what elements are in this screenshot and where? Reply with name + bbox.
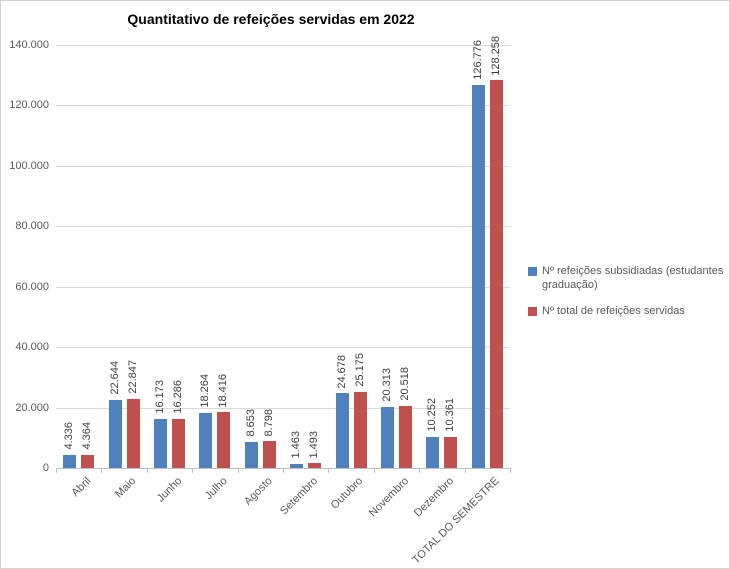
x-axis-tick: [283, 469, 284, 473]
legend-label: Nº refeições subsidiadas (estudantes gra…: [542, 265, 724, 292]
x-axis-label: Outubro: [329, 475, 366, 512]
x-axis-tick: [419, 469, 421, 473]
bar-value-label: 126.776: [471, 40, 484, 80]
bar: [444, 436, 458, 468]
bar: [308, 463, 322, 468]
y-axis-tick-label: 40.000: [15, 341, 49, 354]
bar-value-label: 8.798: [262, 408, 275, 437]
bar-value-label: 4.364: [81, 422, 94, 450]
bar-value-label: 16.286: [172, 380, 184, 414]
x-axis-tick: [464, 469, 466, 473]
legend-item: Nº refeições subsidiadas (estudantes gra…: [528, 264, 728, 293]
x-axis: [56, 468, 511, 469]
bar-value-label: 20.313: [381, 367, 393, 402]
y-axis-tick-label: 120.000: [9, 99, 49, 112]
x-axis-tick: [237, 469, 239, 473]
bar-value-label: 10.252: [426, 398, 439, 433]
bar: [172, 418, 185, 468]
gridline: [56, 407, 510, 409]
bar-value-label: 1.493: [308, 430, 321, 459]
gridline: [56, 165, 510, 167]
chart-title: Quantitativo de refeições servidas em 20…: [127, 11, 415, 27]
bar: [108, 399, 122, 468]
bar: [199, 412, 213, 468]
y-axis-tick-label: 80.000: [15, 220, 49, 233]
y-axis-tick-label: 140.000: [9, 39, 49, 51]
y-axis-tick-label: 60.000: [15, 280, 49, 293]
legend-item: Nº total de refeições servidas: [528, 304, 728, 318]
bar: [126, 398, 140, 468]
bar-value-label: 22.847: [126, 360, 139, 394]
x-axis-label: Novembro: [366, 475, 411, 520]
bar: [217, 412, 231, 468]
x-axis-label: TOTAL DO SEMESTRE: [410, 475, 502, 567]
bar: [81, 454, 95, 468]
gridline: [56, 226, 510, 228]
bar: [353, 391, 367, 468]
y-axis-tick-label: 0: [42, 462, 49, 474]
x-axis-label: Abril: [69, 475, 94, 500]
bar-value-label: 20.518: [399, 367, 411, 402]
bar: [290, 463, 304, 468]
x-axis-label: Dezembro: [412, 475, 457, 520]
bar-value-label: 24.678: [335, 354, 348, 389]
bar-value-label: 25.175: [353, 353, 366, 387]
bar-value-label: 18.264: [199, 374, 212, 408]
gridline: [56, 105, 510, 107]
x-axis-label: Junho: [154, 475, 184, 505]
bar: [381, 406, 394, 468]
bar: [489, 80, 503, 468]
bar-value-label: 22.644: [108, 360, 121, 395]
legend-marker-icon: [528, 306, 537, 316]
bar: [262, 441, 276, 468]
x-axis-label: Maio: [113, 475, 139, 501]
x-axis-tick: [373, 469, 375, 473]
bar-value-label: 1.463: [290, 431, 303, 459]
bar-value-label: 16.173: [154, 380, 166, 415]
x-axis-label: Agosto: [242, 475, 275, 508]
bar: [471, 84, 485, 468]
x-axis-tick: [328, 469, 330, 473]
bar: [63, 454, 77, 468]
bar: [426, 437, 440, 468]
gridline: [56, 347, 510, 349]
legend-label: Nº total de refeições servidas: [542, 304, 685, 317]
x-axis-tick: [101, 469, 103, 473]
bar: [335, 393, 349, 468]
y-axis-tick-label: 100.000: [9, 159, 49, 172]
bar: [154, 419, 167, 468]
x-axis-label: Setembro: [277, 475, 321, 518]
bar-value-label: 4.336: [63, 422, 76, 450]
bar-value-label: 10.361: [444, 398, 457, 432]
x-axis-tick: [146, 469, 148, 473]
bar-value-label: 128.258: [489, 35, 502, 76]
y-axis-tick-label: 20.000: [15, 401, 49, 414]
x-axis-tick: [192, 469, 194, 473]
bar-value-label: 18.416: [217, 373, 230, 408]
x-axis-tick: [510, 469, 511, 473]
gridline: [56, 286, 510, 288]
x-axis-label: Julho: [202, 475, 230, 503]
legend-marker-icon: [528, 267, 537, 276]
gridline: [56, 45, 510, 46]
bar-value-label: 8.653: [244, 409, 257, 437]
x-axis-tick: [56, 469, 57, 473]
bar: [244, 441, 258, 468]
bar: [399, 406, 412, 468]
legend: Nº refeições subsidiadas (estudantes gra…: [528, 264, 728, 318]
